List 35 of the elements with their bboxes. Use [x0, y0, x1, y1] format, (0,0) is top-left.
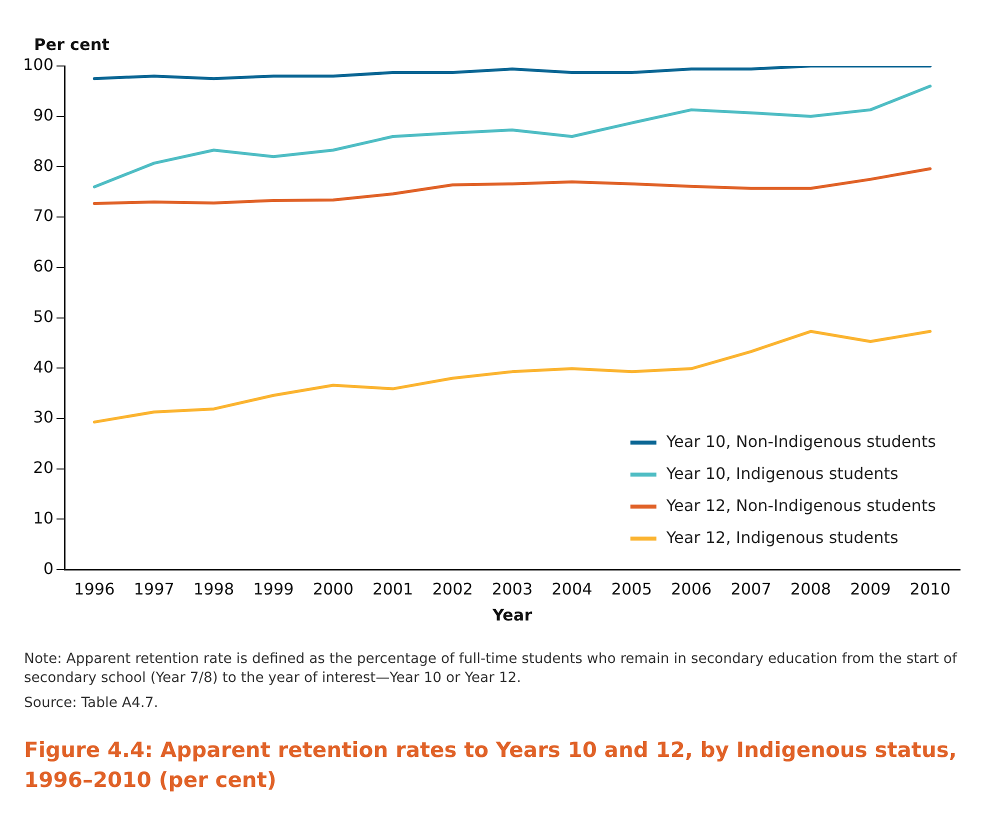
x-tick-label: 2001 [372, 579, 414, 598]
text: Figure 4.4: Apparent retention rates to Years 10 and 12, by Indigenous status, 1996–2010 (per cent) [24, 737, 958, 794]
source-note: Source: Table A4.7. [24, 694, 160, 713]
y-axis-title: Per cent [34, 35, 110, 54]
y-tick-label: 20 [33, 458, 54, 478]
x-tick-label: 2006 [671, 579, 712, 598]
legend-label: Year 10, Non-Indigenous students [665, 432, 936, 451]
x-tick-label: 2008 [790, 579, 832, 598]
y-tick-label: 90 [33, 106, 54, 125]
x-tick-label: 1999 [253, 579, 294, 598]
y-tick-label: 70 [33, 206, 54, 226]
x-tick-label: 2000 [312, 579, 354, 598]
legend-label: Year 10, Indigenous students [665, 464, 898, 483]
x-axis-title: Year [491, 606, 532, 625]
x-tick-label: 2004 [552, 579, 592, 598]
x-tick-label: 2010 [910, 579, 951, 598]
y-tick-label: 60 [33, 256, 54, 276]
x-tick-label: 1997 [134, 579, 174, 598]
legend-label: Year 12, Non-Indigenous students [665, 496, 936, 515]
x-tick-label: 2009 [850, 579, 891, 598]
y-tick-label: 40 [33, 357, 54, 376]
x-tick-label: 2005 [611, 579, 652, 598]
y-tick-label: 30 [33, 408, 54, 427]
legend-label: Year 12, Indigenous students [665, 528, 898, 547]
x-tick-label: 1996 [74, 579, 115, 598]
y-tick-label: 0 [43, 558, 54, 578]
y-tick-label: 50 [33, 306, 54, 326]
y-tick-label: 80 [33, 156, 54, 175]
x-tick-label: 2003 [492, 579, 533, 598]
y-tick-label: 100 [22, 55, 54, 74]
y-tick-label: 10 [33, 508, 54, 528]
x-tick-label: 2007 [730, 579, 772, 598]
text: Note: Apparent retention rate is defined as the percentage of full-time students who remain in secondary education from the start of secondary school (Year 7/8) to the year of interest—Year 10 or Year 12. [24, 650, 958, 688]
x-tick-label: 2002 [432, 579, 473, 598]
x-tick-label: 1998 [193, 579, 234, 598]
